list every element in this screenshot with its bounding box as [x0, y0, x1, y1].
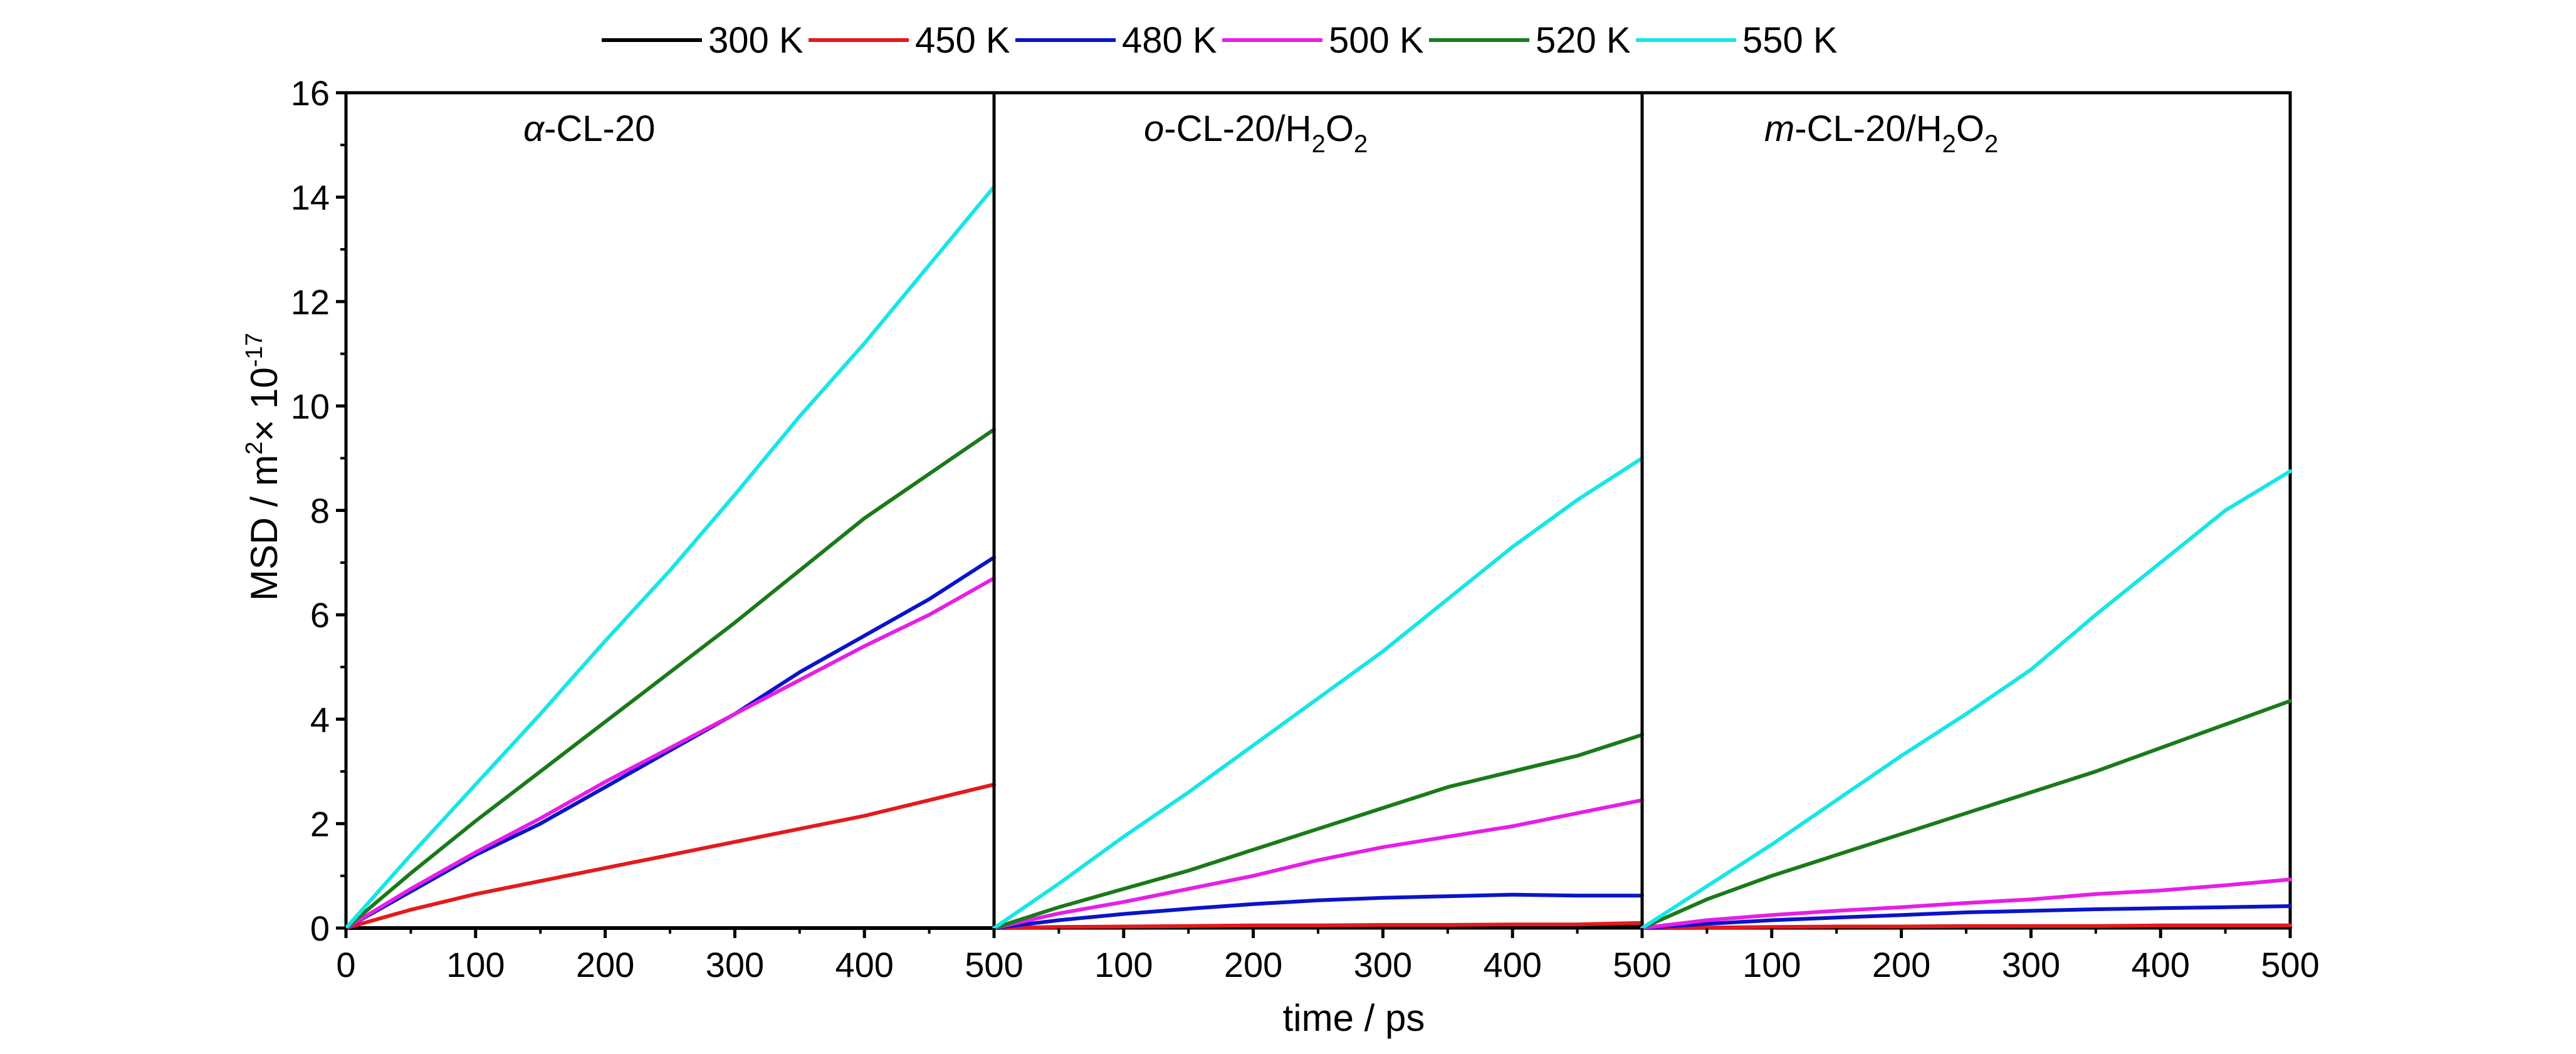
y-axis-title-tail: × 10 [243, 367, 285, 441]
series-line [344, 576, 996, 930]
plot-panels: α-CL-20 o-CL-20/H2O2 m-CL-20/H2O2 [344, 91, 2292, 930]
panel-title-subscript: 2 [1312, 130, 1326, 158]
plot-panel: o-CL-20/H2O2 [992, 91, 1644, 930]
legend-label: 300 K [708, 20, 804, 61]
panel-frame [344, 91, 996, 930]
series-line [344, 555, 996, 930]
x-tick-label: 300 [1354, 945, 1412, 984]
x-tick-label: 500 [1613, 945, 1671, 984]
panel-title: o-CL-20/H2O2 [1144, 108, 1368, 158]
y-axis-title: MSD / m2× 10-17 [241, 333, 285, 601]
x-tick-label: 0 [1632, 945, 1652, 984]
y-tick-label: 4 [310, 700, 330, 739]
y-tick-label: 12 [291, 282, 330, 321]
x-tick-label: 100 [1094, 945, 1153, 984]
series-line [344, 427, 996, 930]
y-tick-label: 6 [310, 595, 330, 635]
panel-title: m-CL-20/H2O2 [1764, 108, 1998, 158]
x-tick-label: 100 [446, 945, 505, 984]
series-line [992, 733, 1644, 930]
y-axis-title-sup: 2 [241, 441, 268, 454]
x-tick-label: 400 [2131, 945, 2189, 984]
x-tick-label: 0 [984, 945, 1003, 984]
y-tick-label: 8 [310, 491, 330, 531]
legend: 300 K 450 K 480 K 500 K 520 K 550 K [602, 20, 1838, 61]
y-tick-label: 10 [291, 387, 330, 426]
panel-title-subscript: 2 [1942, 130, 1956, 158]
series-line [992, 892, 1644, 930]
panel-title-text: -CL-20 [544, 108, 655, 149]
panel-title-text: O [1956, 108, 1984, 149]
x-tick-label: 500 [965, 945, 1023, 984]
series-line [344, 185, 996, 930]
x-tick-label: 100 [1742, 945, 1801, 984]
series-line [992, 456, 1644, 930]
x-tick-label: 200 [576, 945, 634, 984]
x-tick-label: 400 [1483, 945, 1541, 984]
panel-title-text: -CL-20/H [1164, 108, 1311, 149]
series-line [344, 782, 996, 930]
y-axis-title-main: MSD / m [243, 455, 285, 601]
x-axis-title: time / ps [1283, 997, 1425, 1039]
y-tick-label: 16 [291, 73, 330, 113]
panel-frame [1640, 91, 2292, 930]
panel-title-text: O [1326, 108, 1354, 149]
legend-label: 520 K [1536, 20, 1631, 61]
series-line [1640, 923, 2292, 930]
y-tick-label: 0 [310, 909, 330, 948]
y-tick-label: 2 [310, 804, 330, 843]
series-line [1640, 877, 2292, 930]
x-tick-label: 300 [2002, 945, 2060, 984]
y-tick-label: 14 [291, 178, 330, 217]
panel-title-text: -CL-20/H [1794, 108, 1942, 149]
panel-title: α-CL-20 [523, 108, 655, 149]
series-line [1640, 904, 2292, 930]
panel-title-italic: α [523, 108, 545, 149]
x-tick-label: 400 [835, 945, 893, 984]
plot-panel: α-CL-20 [344, 91, 996, 930]
legend-label: 500 K [1329, 20, 1424, 61]
plot-panel: m-CL-20/H2O2 [1640, 91, 2292, 930]
legend-label: 450 K [915, 20, 1010, 61]
y-axis-title-exp: -17 [241, 333, 268, 367]
series-line [992, 921, 1644, 930]
panel-title-italic: o [1144, 108, 1164, 149]
panel-title-subscript: 2 [1984, 130, 1998, 158]
panel-title-subscript: 2 [1354, 130, 1368, 158]
legend-label: 480 K [1122, 20, 1217, 61]
panel-frame [992, 91, 1644, 930]
x-tick-label: 200 [1224, 945, 1282, 984]
y-axis: 0 2 4 6 8 10 12 14 16 [291, 73, 346, 948]
x-tick-label: 300 [706, 945, 764, 984]
panel-title-italic: m [1764, 108, 1794, 149]
x-tick-label: 0 [336, 945, 355, 984]
series-line [1640, 699, 2292, 930]
x-tick-label: 200 [1872, 945, 1930, 984]
legend-label: 550 K [1742, 20, 1838, 61]
series-line [992, 798, 1644, 930]
x-tick-label: 500 [2261, 945, 2319, 984]
series-line [1640, 469, 2292, 930]
